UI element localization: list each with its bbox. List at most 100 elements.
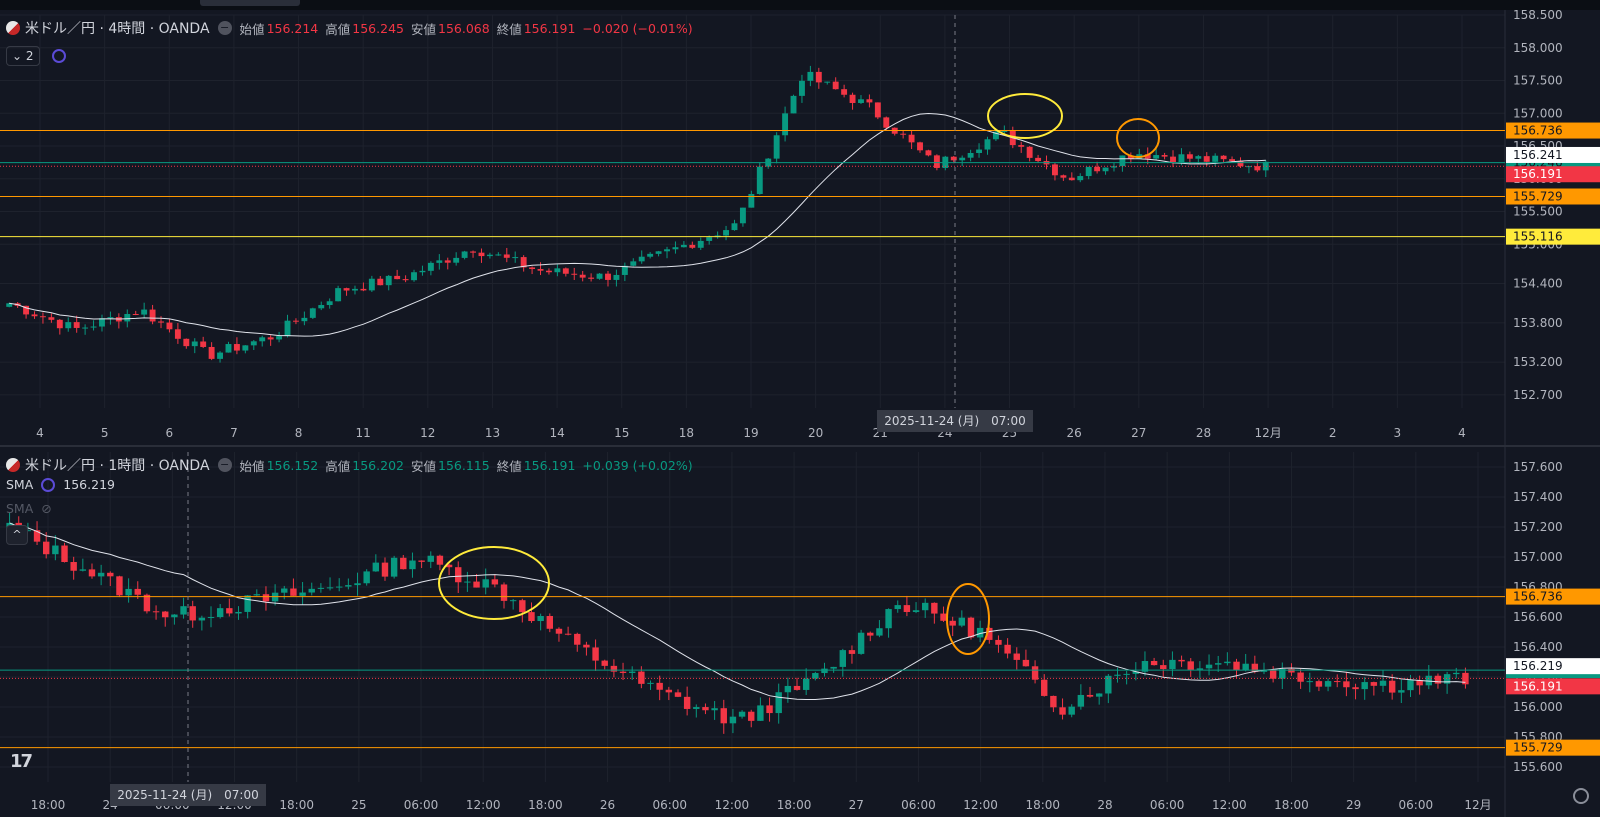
candle-body — [1205, 664, 1213, 669]
candle-body — [116, 576, 123, 596]
candle-body — [1160, 665, 1167, 670]
candle-body — [1004, 644, 1011, 654]
x-tick-label: 12月 — [1254, 426, 1281, 440]
candle-body — [1169, 659, 1176, 670]
indicator-collapse-button[interactable]: ⌄ 2 — [6, 46, 40, 66]
sma-legend[interactable]: SMA 156.219 — [6, 477, 115, 492]
x-tick-label: 29 — [1346, 798, 1361, 812]
y-tick-label: 152.700 — [1513, 388, 1563, 402]
candle-body — [79, 569, 87, 571]
candle-body — [537, 269, 544, 271]
candle-body — [419, 270, 426, 273]
pane-divider[interactable] — [0, 445, 1600, 447]
minus-icon[interactable]: − — [217, 458, 232, 472]
candle-body — [628, 671, 636, 673]
x-tick-label: 12:00 — [715, 798, 750, 812]
candle-body — [244, 595, 251, 612]
symbol-title[interactable]: 米ドル／円 · 1時間 · OANDA — [25, 458, 210, 474]
x-tick-label: 5 — [101, 426, 109, 440]
sma-label: SMA — [6, 477, 34, 492]
candle-body — [1068, 177, 1075, 181]
candle-body — [545, 270, 552, 273]
candle-body — [354, 583, 361, 586]
candle-body — [1260, 670, 1268, 672]
usd-jpy-flag-icon — [6, 458, 20, 472]
candle-body — [1018, 145, 1025, 147]
candle-body — [107, 572, 114, 577]
candle-body — [284, 320, 291, 337]
candle-body — [65, 322, 72, 329]
candle-body — [217, 352, 224, 359]
chart-1h-svg[interactable]: 157.600157.400157.200157.000156.800156.6… — [0, 447, 1600, 817]
candle-body — [427, 262, 434, 271]
candle-body — [436, 555, 444, 565]
candle-body — [345, 585, 352, 587]
sma-line — [9, 522, 1466, 700]
eye-off-icon[interactable]: ⊘ — [41, 501, 52, 516]
candle-body — [1051, 164, 1058, 176]
candle-body — [885, 609, 892, 629]
chart-pane-4h[interactable]: 158.500158.000157.500157.000156.500156.0… — [0, 10, 1600, 445]
candle-body — [1026, 146, 1033, 158]
candle-body — [183, 338, 190, 347]
candle-body — [390, 557, 398, 577]
candle-body — [680, 244, 687, 248]
candle-body — [1203, 156, 1210, 162]
chart-pane-1h[interactable]: 157.600 157.400 157.200 157.000 156.800 156.6… — [0, 447, 1600, 817]
candle-body — [874, 102, 881, 118]
candle-body — [621, 265, 628, 275]
indicator-controls: ⌄ 2 — [6, 46, 66, 66]
candle-body — [189, 606, 196, 621]
x-tick-label: 2 — [1329, 426, 1337, 440]
symbol-title[interactable]: 米ドル／円 · 4時間 · OANDA — [25, 21, 210, 37]
gear-icon[interactable] — [1573, 788, 1589, 804]
sync-icon[interactable] — [41, 477, 56, 492]
candle-body — [1434, 675, 1442, 684]
candle-body — [1443, 674, 1451, 684]
candle-body — [1343, 681, 1350, 688]
candle-body — [368, 278, 375, 291]
tradingview-logo-icon[interactable]: 17 — [10, 751, 33, 772]
candle-body — [588, 277, 595, 279]
candle-body — [1254, 166, 1261, 171]
sma-legend-hidden[interactable]: SMA ⊘ — [6, 501, 52, 516]
chevron-up-icon[interactable]: ^ — [6, 525, 28, 545]
candle-body — [1288, 668, 1295, 673]
candle-body — [82, 327, 89, 329]
candle-body — [1212, 155, 1219, 162]
candle-body — [638, 671, 645, 684]
candle-body — [619, 671, 627, 673]
price-label-text: 155.729 — [1513, 741, 1563, 755]
sync-icon[interactable] — [51, 49, 66, 63]
minus-icon[interactable]: − — [217, 21, 232, 35]
candle-body — [482, 579, 489, 588]
y-tick-label: 158.000 — [1513, 41, 1563, 55]
legend-1h: 米ドル／円 · 1時間 · OANDA − 始値 156.152 高値 156.20… — [6, 455, 700, 475]
candle-body — [655, 251, 662, 254]
candle-body — [638, 256, 645, 262]
chart-4h-svg[interactable]: 158.500158.000157.500157.000156.500156.0… — [0, 10, 1600, 445]
x-tick-label: 12:00 — [963, 798, 998, 812]
candle-body — [784, 685, 792, 693]
candle-body — [1059, 707, 1066, 715]
candle-body — [656, 682, 663, 690]
candle-body — [848, 650, 856, 654]
candle-body — [259, 337, 266, 342]
candle-body — [299, 592, 306, 596]
x-tick-label: 18:00 — [777, 798, 812, 812]
candle-body — [693, 707, 700, 709]
candle-body — [1237, 160, 1244, 167]
candle-body — [1334, 681, 1341, 683]
y-tick-label: 155.600 — [1513, 760, 1563, 774]
candle-body — [343, 288, 350, 291]
candle-body — [318, 305, 325, 309]
y-tick-label: 156.400 — [1513, 640, 1563, 654]
x-tick-label: 06:00 — [652, 798, 687, 812]
x-tick-label: 7 — [230, 426, 238, 440]
candle-body — [276, 336, 283, 340]
candle-body — [180, 606, 187, 615]
x-tick-label: 28 — [1196, 426, 1211, 440]
candle-body — [372, 562, 380, 572]
candle-body — [903, 605, 911, 613]
candle-body — [290, 588, 297, 596]
